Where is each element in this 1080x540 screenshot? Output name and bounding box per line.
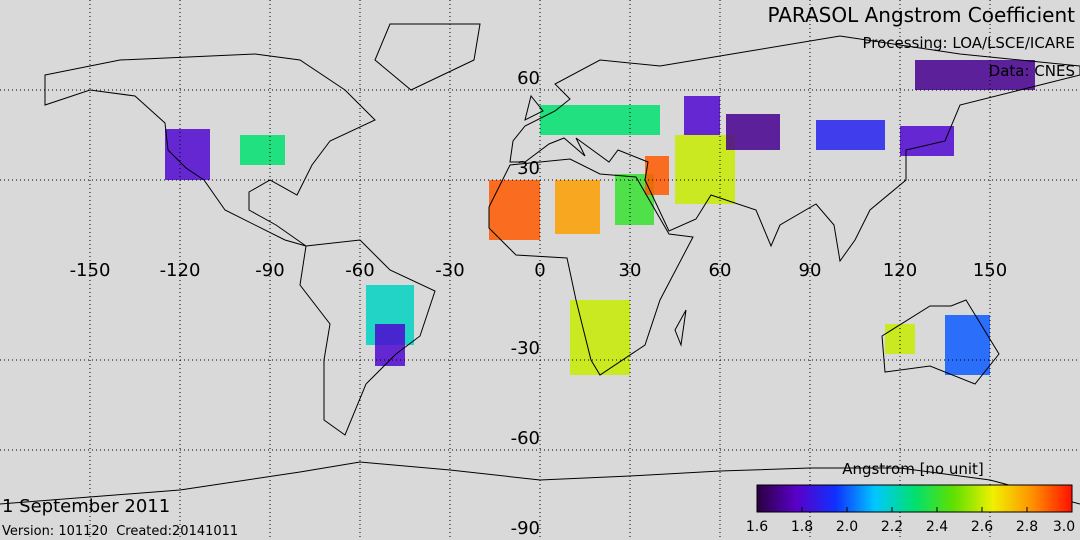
aerosol-swath xyxy=(540,105,660,135)
australia xyxy=(881,299,1000,385)
longitude-label: 30 xyxy=(619,260,642,281)
data-credit: Data: CNES xyxy=(989,62,1075,80)
latitude-label: 60 xyxy=(517,68,540,89)
longitude-label: 120 xyxy=(883,260,917,281)
latitude-label: 30 xyxy=(517,158,540,179)
longitude-label: 90 xyxy=(799,260,822,281)
longitude-label: -90 xyxy=(255,260,284,281)
coastlines xyxy=(0,23,1080,505)
aerosol-swath xyxy=(240,135,285,165)
version: Version: 101120 Created:20141011 xyxy=(2,524,238,539)
great-britain xyxy=(524,94,544,121)
latitude-label: -90 xyxy=(511,518,540,539)
antarctica xyxy=(0,461,1080,505)
colorbar-tick-label: 1.6 xyxy=(746,519,768,535)
longitude-label: -120 xyxy=(160,260,201,281)
longitude-label: 60 xyxy=(709,260,732,281)
colorbar-tick-label: 2.6 xyxy=(971,519,993,535)
aerosol-swath xyxy=(489,180,540,240)
aerosol-swath xyxy=(645,156,669,195)
longitude-label: -30 xyxy=(435,260,464,281)
colorbar-tick-label: 1.8 xyxy=(791,519,813,535)
colorbar: 1.6 1.8 2.0 2.2 2.4 2.6 2.8 3.0 xyxy=(746,484,1075,535)
longitude-label: -60 xyxy=(345,260,374,281)
aerosol-swath xyxy=(165,129,210,180)
date: 1 September 2011 xyxy=(2,496,170,517)
aerosol-swath xyxy=(375,324,405,366)
colorbar-tick-label: 2.8 xyxy=(1016,519,1038,535)
aerosol-swath xyxy=(915,60,1035,90)
longitude-label: 150 xyxy=(973,260,1007,281)
latitude-label: -60 xyxy=(511,428,540,449)
aerosol-swath xyxy=(555,180,600,234)
aerosol-swath xyxy=(684,96,720,135)
colorbar-tick-label: 2.0 xyxy=(836,519,858,535)
eurasia xyxy=(509,35,1080,263)
aerosol-swath xyxy=(726,114,780,150)
colorbar-tick-label: 3.0 xyxy=(1053,519,1075,535)
aerosol-swath xyxy=(816,120,885,150)
madagascar xyxy=(674,309,687,347)
processing-credit: Processing: LOA/LSCE/ICARE xyxy=(862,34,1075,52)
colorbar-label: Angstrom [no unit] xyxy=(842,460,984,478)
aerosol-swath xyxy=(675,135,735,204)
longitude-label: 0 xyxy=(534,260,545,281)
aerosol-swath xyxy=(945,315,990,375)
aerosol-swath xyxy=(570,300,630,375)
colorbar-tick-label: 2.2 xyxy=(881,519,903,535)
swaths xyxy=(165,60,1035,375)
south-america xyxy=(299,239,436,436)
africa xyxy=(488,158,694,376)
greenland xyxy=(374,23,481,91)
colorbar-tick-label: 2.4 xyxy=(926,519,948,535)
aerosol-swath xyxy=(900,126,954,156)
latitude-label: -30 xyxy=(511,338,540,359)
title: PARASOL Angstrom Coefficient xyxy=(767,3,1075,27)
north-america xyxy=(44,53,376,247)
colorbar-scale xyxy=(756,484,1073,513)
longitude-label: -150 xyxy=(70,260,111,281)
